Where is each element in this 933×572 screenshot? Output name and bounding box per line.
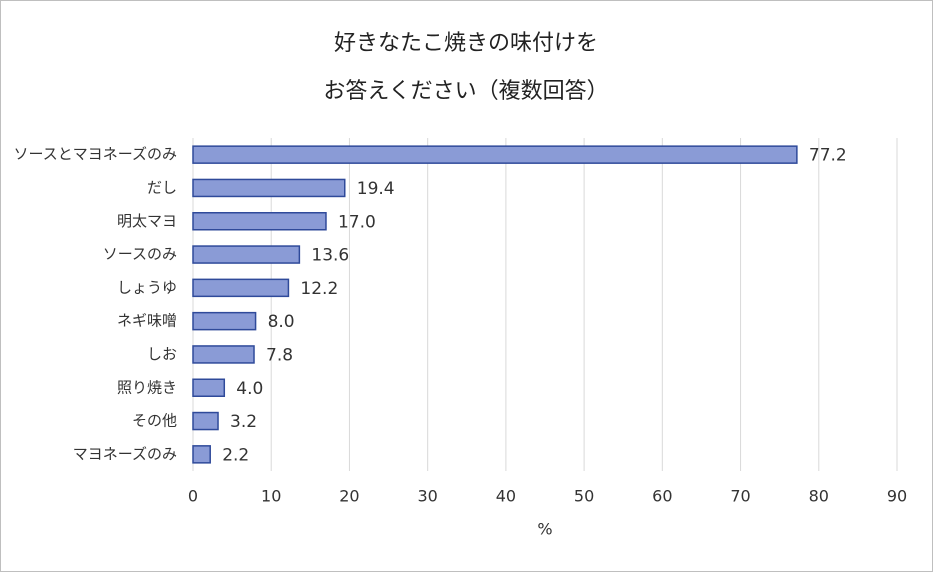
y-tick-label: だし — [147, 178, 177, 196]
x-tick-label: 60 — [652, 487, 672, 506]
y-tick-label: ネギ味噌 — [117, 312, 177, 330]
y-tick-label: 明太マヨ — [117, 212, 177, 230]
x-tick-label: 10 — [261, 487, 281, 506]
bar — [192, 378, 226, 397]
bar — [192, 245, 301, 264]
bar — [192, 145, 798, 164]
y-tick-label: ソースのみ — [103, 245, 177, 263]
value-label: 2.2 — [222, 445, 249, 465]
x-tick-label: 30 — [417, 487, 437, 506]
x-tick-label: 50 — [574, 487, 594, 506]
x-tick-label: 80 — [809, 487, 829, 506]
x-tick-label: 0 — [188, 487, 198, 506]
bar — [192, 311, 257, 331]
value-label: 13.6 — [311, 246, 349, 266]
y-tick-label: ソースとマヨネーズのみ — [13, 145, 177, 163]
bar — [192, 178, 346, 198]
x-tick-label: 70 — [730, 487, 750, 506]
bar — [192, 345, 255, 364]
value-label: 77.2 — [809, 146, 847, 166]
bar — [192, 445, 211, 464]
value-label: 4.0 — [236, 379, 263, 399]
chart-title: お答えください（複数回答） — [323, 79, 608, 104]
y-tick-label: しお — [147, 345, 177, 363]
value-label: 8.0 — [268, 312, 295, 332]
y-tick-label: その他 — [132, 412, 177, 430]
bar — [192, 411, 219, 431]
bar — [192, 278, 290, 298]
chart-title: 好きなたこ焼きの味付けを — [334, 31, 598, 56]
y-tick-label: マヨネーズのみ — [73, 445, 177, 463]
x-tick-label: 20 — [339, 487, 359, 506]
x-axis-label: % — [537, 520, 552, 539]
bar — [192, 212, 327, 231]
value-label: 3.2 — [230, 412, 257, 432]
value-label: 19.4 — [357, 179, 395, 199]
x-tick-label: 90 — [887, 487, 907, 506]
y-tick-label: 照り焼き — [117, 378, 177, 396]
value-label: 7.8 — [266, 345, 293, 365]
x-tick-label: 40 — [496, 487, 516, 506]
value-label: 12.2 — [300, 279, 338, 299]
value-label: 17.0 — [338, 212, 376, 232]
y-tick-label: しょうゆ — [117, 278, 177, 296]
